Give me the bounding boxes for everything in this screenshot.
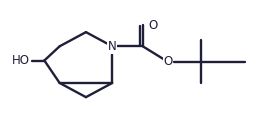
Text: N: N — [108, 40, 117, 53]
Text: O: O — [149, 19, 158, 32]
Text: HO: HO — [12, 54, 30, 67]
Text: O: O — [163, 55, 172, 68]
